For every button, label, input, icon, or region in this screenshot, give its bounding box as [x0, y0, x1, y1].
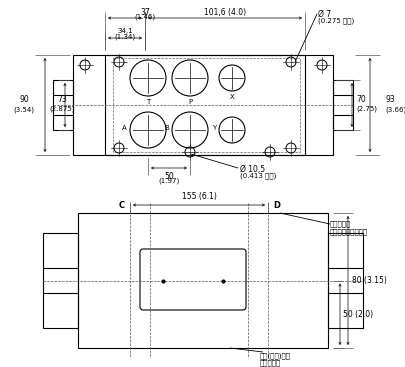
Text: T: T [146, 99, 150, 105]
Text: (0.275 直径): (0.275 直径) [318, 17, 354, 23]
Bar [333, 80, 353, 130]
Text: 155 (6.1): 155 (6.1) [181, 192, 216, 201]
Text: 34,1: 34,1 [117, 28, 133, 34]
Text: 密封件在配合元件中: 密封件在配合元件中 [330, 228, 368, 235]
Text: Ø 7: Ø 7 [318, 10, 331, 19]
Bar [105, 55, 305, 155]
Text: (3.66): (3.66) [385, 107, 405, 113]
Bar [78, 213, 328, 348]
Text: A: A [122, 125, 127, 131]
Text: 80 (3.15): 80 (3.15) [352, 276, 387, 285]
Text: (1.97): (1.97) [158, 178, 180, 185]
Text: 安装(底板)面：: 安装(底板)面： [260, 352, 291, 359]
Text: D: D [273, 200, 280, 210]
Bar [113, 58, 300, 152]
Text: 供应密封件: 供应密封件 [260, 359, 281, 366]
Text: 37: 37 [140, 8, 150, 17]
Text: (2.75): (2.75) [356, 106, 377, 112]
Text: B: B [164, 125, 169, 131]
Text: X: X [230, 94, 234, 100]
Text: Y: Y [212, 125, 216, 131]
Text: 73: 73 [57, 94, 67, 103]
Text: (2.875): (2.875) [49, 106, 75, 112]
Bar [43, 233, 78, 328]
Bar [328, 233, 363, 328]
Text: (1.34): (1.34) [115, 34, 136, 40]
Text: (1.46): (1.46) [134, 14, 156, 21]
Text: 50: 50 [164, 172, 174, 181]
Text: 90: 90 [19, 95, 29, 105]
Text: Ø 10,5: Ø 10,5 [240, 165, 265, 174]
Text: C: C [119, 200, 125, 210]
Text: 93: 93 [385, 95, 395, 105]
Bar [73, 55, 333, 155]
Text: 70: 70 [356, 94, 366, 103]
Bar [53, 80, 73, 130]
Text: 阀安装面：: 阀安装面： [330, 220, 351, 226]
Text: 101,6 (4.0): 101,6 (4.0) [204, 8, 246, 17]
Text: (3.54): (3.54) [13, 107, 34, 113]
Text: P: P [188, 99, 192, 105]
Text: 50 (2.0): 50 (2.0) [343, 310, 373, 319]
Text: (0.413 直径): (0.413 直径) [240, 172, 276, 179]
